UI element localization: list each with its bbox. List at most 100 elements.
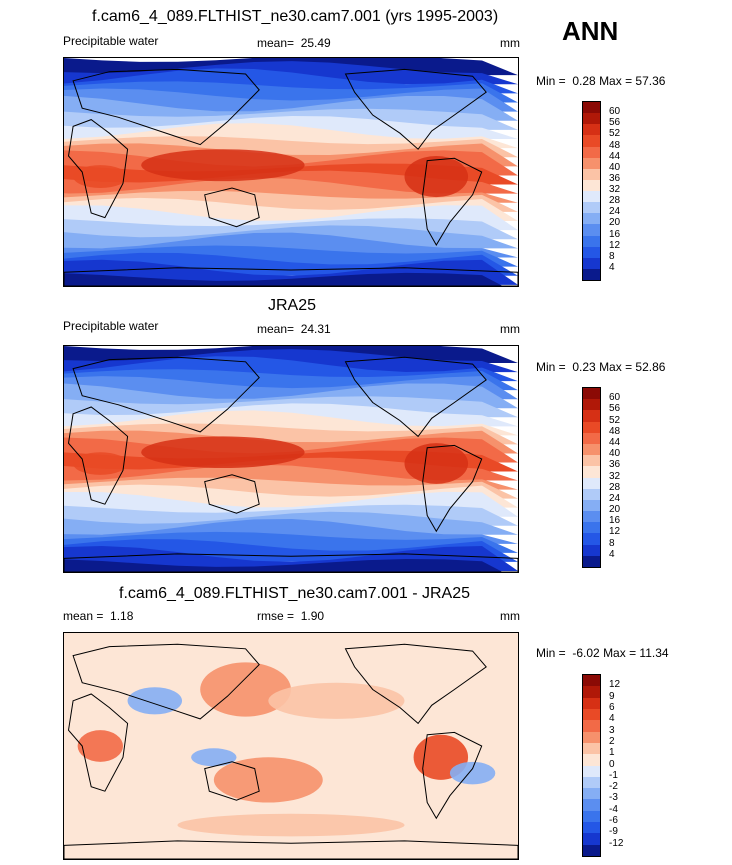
diff-anomaly: [77, 730, 124, 762]
colorbar-swatch: [583, 432, 600, 444]
colorbar-swatch: [583, 443, 600, 456]
map-field: [64, 633, 518, 859]
colorbar-swatch: [583, 179, 600, 191]
coastline: [344, 643, 487, 725]
colorbar-tick-label: 56: [609, 403, 621, 415]
colorbar-tick-label: 60: [609, 392, 621, 404]
pw-maximum: [404, 156, 469, 198]
colorbar-tick-label: 28: [609, 481, 621, 493]
colorbar-swatch: [583, 102, 600, 114]
colorbar-swatch: [583, 522, 600, 534]
colorbar-tick-label: 4: [609, 713, 615, 725]
colorbar-tick-label: 12: [609, 526, 621, 538]
pw-maximum: [73, 452, 128, 475]
colorbar-tick-label: -3: [609, 792, 618, 804]
colorbar-tick-label: 1: [609, 747, 615, 759]
panel-1-mean: mean= 25.49: [257, 36, 331, 50]
colorbar-swatch: [583, 499, 600, 512]
colorbar-swatch: [583, 257, 600, 269]
coastline: [72, 356, 260, 433]
colorbar-swatch: [583, 675, 600, 687]
coastline: [422, 444, 483, 533]
panel-3-units: mm: [500, 609, 520, 623]
panel-2-colorbar: [582, 387, 601, 568]
colorbar-swatch: [583, 810, 600, 823]
coastline: [344, 68, 487, 150]
colorbar-tick-label: -2: [609, 781, 618, 793]
coastline: [67, 693, 129, 792]
coastline: [204, 474, 260, 514]
coastline: [72, 68, 260, 146]
pw-maximum: [73, 165, 128, 188]
colorbar-swatch: [583, 776, 600, 789]
pw-band: [64, 559, 503, 572]
colorbar-swatch: [583, 421, 600, 433]
colorbar-swatch: [583, 146, 600, 158]
colorbar-swatch: [583, 224, 600, 236]
colorbar-tick-label: 52: [609, 414, 621, 426]
diff-anomaly: [200, 662, 291, 717]
colorbar-tick-label: 4: [609, 548, 615, 560]
panel-1-variable: Precipitable water: [63, 34, 159, 48]
colorbar-swatch: [583, 844, 600, 856]
coastline: [72, 643, 260, 720]
colorbar-swatch: [583, 686, 600, 698]
panel-2-units: mm: [500, 322, 520, 336]
colorbar-tick-label: 32: [609, 184, 621, 195]
coastline: [204, 187, 260, 228]
colorbar-swatch: [583, 697, 600, 709]
coastline: [67, 119, 129, 219]
colorbar-swatch: [583, 168, 600, 180]
colorbar-swatch: [583, 742, 600, 755]
colorbar-tick-label: 9: [609, 690, 615, 702]
coastline: [422, 731, 483, 820]
coastline: [344, 356, 487, 438]
colorbar-tick-label: 40: [609, 448, 621, 460]
panel-2-minmax: Min = 0.23 Max = 52.86: [536, 360, 666, 374]
colorbar-swatch: [583, 799, 600, 811]
colorbar-swatch: [583, 191, 600, 203]
diff-anomaly: [127, 687, 183, 715]
colorbar-tick-label: 12: [609, 679, 621, 691]
colorbar-tick-label: 2: [609, 735, 615, 747]
colorbar-tick-label: 52: [609, 128, 621, 140]
panel-2-mean: mean= 24.31: [257, 322, 331, 336]
colorbar-swatch: [583, 477, 600, 489]
colorbar-swatch: [583, 202, 600, 214]
colorbar-swatch: [583, 533, 600, 545]
colorbar-tick-label: 16: [609, 515, 621, 527]
colorbar-tick-label: -12: [609, 837, 624, 849]
coastline: [204, 761, 260, 801]
panel-3-mean: mean = 1.18: [63, 609, 134, 623]
panel-1-units: mm: [500, 36, 520, 50]
diff-anomaly: [213, 757, 323, 803]
colorbar-tick-label: 8: [609, 537, 615, 549]
coastline: [64, 553, 518, 572]
coastline: [64, 840, 518, 859]
colorbar-tick-label: 44: [609, 436, 621, 448]
panel-3-minmax: Min = -6.02 Max = 11.34: [536, 646, 669, 660]
panel-3-title: f.cam6_4_089.FLTHIST_ne30.cam7.001 - JRA…: [119, 585, 470, 602]
colorbar-swatch: [583, 466, 600, 478]
colorbar-tick-label: 24: [609, 206, 621, 218]
colorbar-tick-label: 36: [609, 172, 621, 184]
colorbar-tick-label: 32: [609, 470, 621, 482]
colorbar-tick-label: 16: [609, 228, 621, 240]
diff-anomaly: [177, 813, 405, 837]
colorbar-tick-label: 3: [609, 724, 615, 736]
panel-1-minmax: Min = 0.28 Max = 57.36: [536, 74, 666, 88]
colorbar-tick-label: 44: [609, 150, 621, 162]
pw-maximum: [141, 436, 305, 469]
colorbar-tick-label: 36: [609, 459, 621, 471]
colorbar-tick-label: 48: [609, 425, 621, 437]
colorbar-swatch: [583, 157, 600, 169]
colorbar-tick-label: 8: [609, 250, 615, 262]
colorbar-swatch: [583, 544, 600, 556]
colorbar-swatch: [583, 788, 600, 800]
colorbar-swatch: [583, 455, 600, 467]
colorbar-swatch: [583, 135, 600, 147]
map-field: [64, 58, 518, 286]
colorbar-tick-label: -1: [609, 769, 618, 781]
season-label: ANN: [562, 16, 619, 46]
colorbar-swatch: [583, 213, 600, 225]
